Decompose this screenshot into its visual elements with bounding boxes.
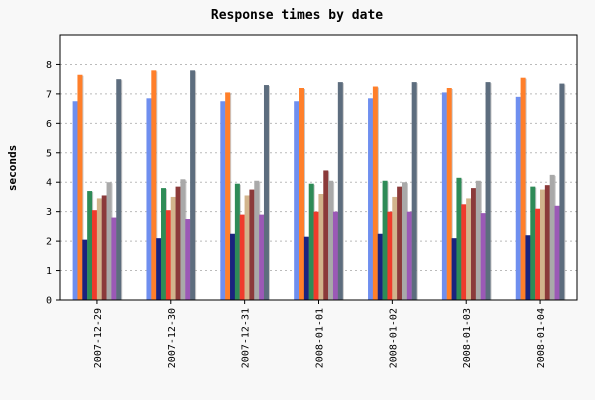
bar [263,85,269,300]
x-tick-label: 2007-12-29 [93,308,104,368]
bar [111,217,117,300]
y-tick-label: 3 [46,207,52,218]
bar [294,101,300,300]
bar [220,101,226,300]
bar [299,88,305,300]
y-axis-label: seconds [6,145,19,191]
bar [161,188,167,300]
bar [77,74,83,300]
y-tick-label: 4 [46,178,52,189]
bar [156,238,162,300]
bar [101,195,107,300]
bar [441,92,447,301]
bar [190,70,196,300]
chart-title: Response times by date [211,8,383,23]
x-tick-label: 2008-01-04 [536,308,547,368]
bar [520,77,526,300]
x-tick-label: 2008-01-01 [315,308,326,368]
x-tick-label: 2008-01-03 [462,308,473,368]
bar [308,183,314,300]
bar [239,214,245,300]
bar [259,214,265,300]
bar [72,101,78,300]
y-tick-label: 8 [46,60,52,71]
bar [313,211,319,300]
bar [249,189,255,300]
bar [92,210,98,300]
bar [461,204,467,300]
bar [525,235,531,300]
bar [392,196,398,300]
bar [411,82,417,300]
bar [377,233,383,300]
y-tick-label: 0 [46,296,52,307]
bar [175,186,181,300]
bar [372,86,378,301]
bar [401,182,407,300]
bar [318,194,324,300]
bar [535,208,541,300]
bar [456,177,462,300]
bar [106,182,112,300]
bar [544,185,550,300]
bar [180,179,186,300]
bar [530,186,536,300]
bar [406,211,412,300]
y-tick-label: 1 [46,266,52,277]
bar [368,98,374,300]
bar [170,196,176,300]
bar [397,186,403,300]
bar [515,96,521,300]
bar [303,236,309,300]
bar [244,195,250,300]
bar [254,180,260,300]
bar [559,83,565,300]
bars-group [72,70,566,301]
bar [475,180,481,300]
bar [234,183,240,300]
y-axis-ticks: 0 1 2 3 4 5 6 7 8 [46,60,60,307]
bar [387,211,393,300]
y-tick-label: 2 [46,237,52,248]
bar [451,238,457,300]
bar [151,70,157,300]
y-tick-label: 7 [46,89,52,100]
bar [96,198,102,300]
bar [230,233,236,300]
bar [382,180,388,300]
y-tick-label: 6 [46,119,52,130]
bar [446,88,452,300]
bar [337,82,343,300]
bar [549,174,555,300]
bar [165,210,171,300]
bar [87,191,93,300]
bar [480,213,486,300]
x-tick-label: 2007-12-30 [167,308,178,368]
bar [539,189,545,300]
x-tick-label: 2007-12-31 [241,308,252,368]
gridlines [60,63,577,272]
bar [146,98,152,300]
bar [328,180,334,300]
x-axis-ticks: 2007-12-29 2007-12-30 2007-12-31 2008-01-01… [93,300,547,368]
bar [225,92,231,301]
bar [332,211,338,300]
y-tick-label: 5 [46,148,52,159]
bar [466,198,472,300]
x-tick-label: 2008-01-02 [388,308,399,368]
bar [116,79,122,301]
bar [470,188,476,300]
bar [323,170,329,300]
bar [554,205,560,300]
bar [485,82,491,300]
bar [82,239,88,300]
bar [185,219,191,300]
